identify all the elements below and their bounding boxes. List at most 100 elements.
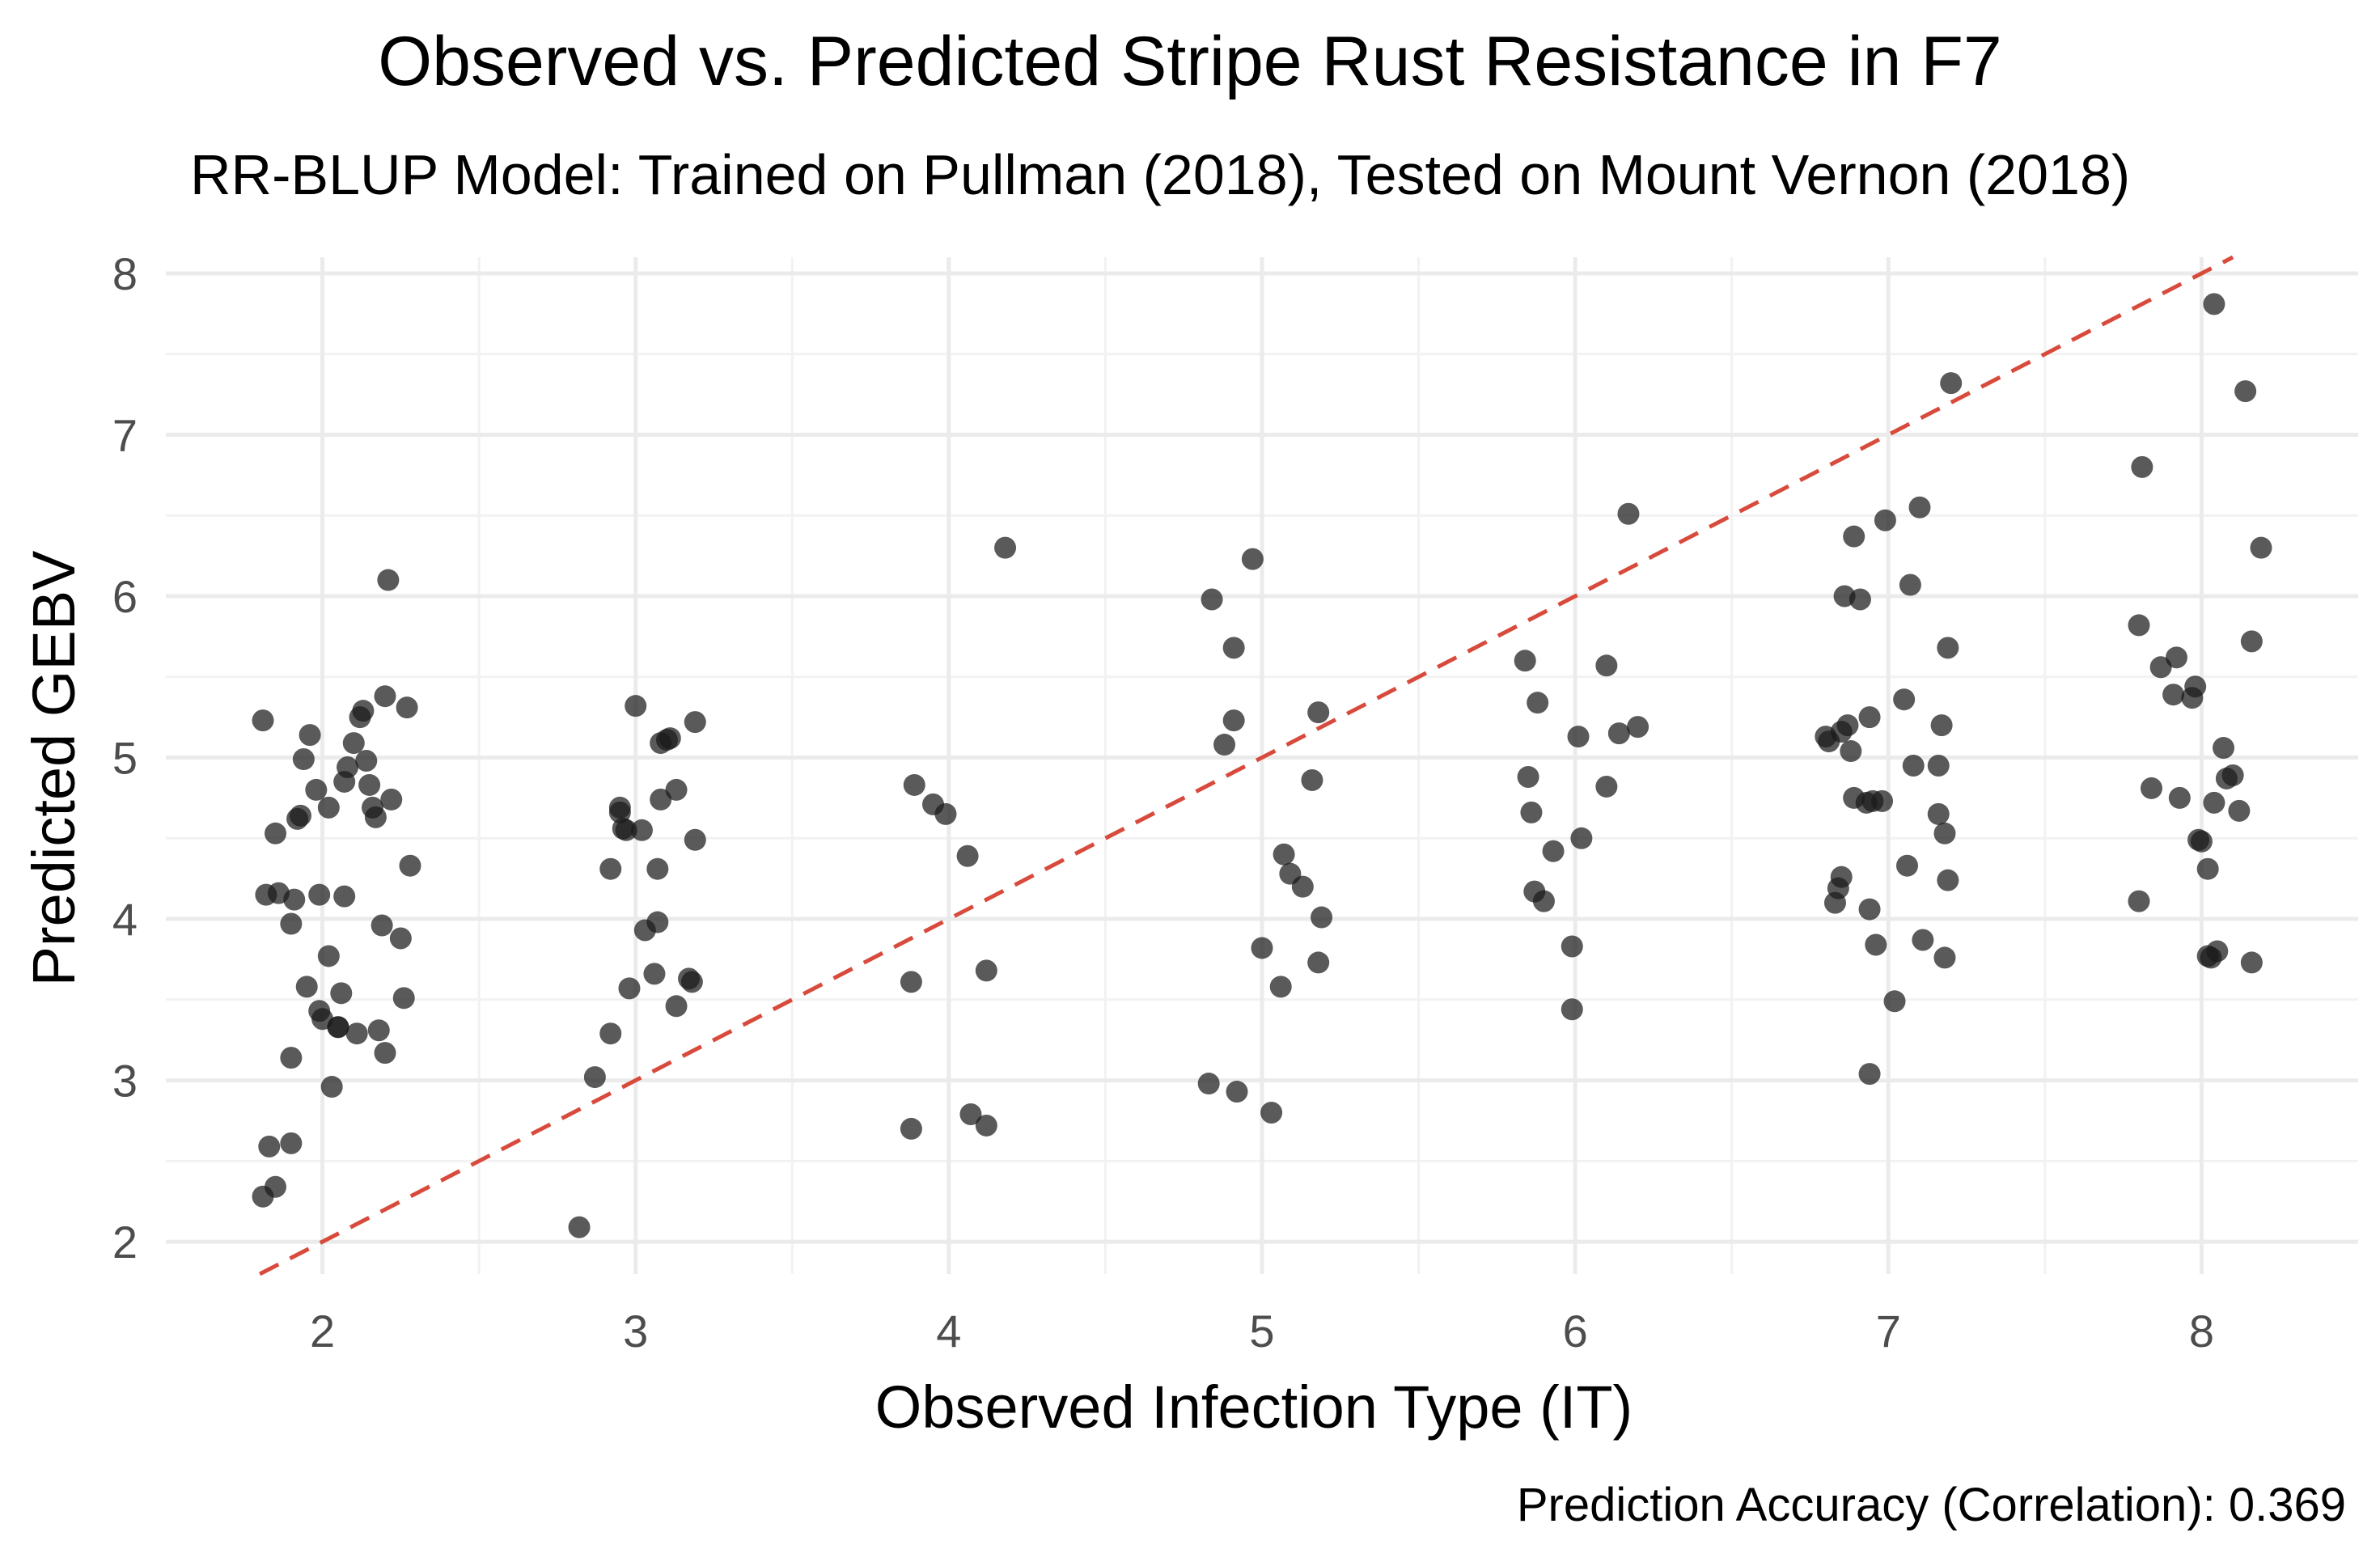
data-point — [337, 756, 359, 778]
data-point — [2128, 890, 2150, 912]
data-point — [333, 885, 356, 908]
data-point — [399, 854, 421, 877]
data-point — [299, 724, 321, 747]
data-point — [665, 995, 688, 1018]
data-point — [1933, 946, 1956, 969]
data-point — [1222, 637, 1245, 659]
data-point — [1902, 755, 1925, 777]
chart-subtitle: RR-BLUP Model: Trained on Pullman (2018)… — [190, 143, 2130, 206]
data-point — [1836, 714, 1859, 737]
data-point — [1858, 706, 1881, 729]
x-tick-label: 5 — [1249, 1306, 1274, 1357]
data-point — [1595, 654, 1618, 677]
data-point — [665, 778, 688, 801]
data-point — [1311, 906, 1333, 929]
data-point — [1617, 502, 1640, 525]
data-point — [280, 1132, 303, 1154]
data-point — [1197, 1073, 1220, 1095]
data-point — [389, 927, 412, 950]
data-point — [2203, 293, 2225, 315]
x-tick-label: 6 — [1563, 1306, 1588, 1357]
data-point — [2131, 455, 2153, 478]
data-point — [289, 804, 311, 827]
data-point — [1291, 875, 1314, 898]
data-point — [568, 1216, 591, 1238]
y-tick-label: 8 — [112, 248, 138, 299]
data-point — [1301, 768, 1323, 791]
data-point — [934, 802, 957, 825]
data-point — [1213, 734, 1236, 756]
data-point — [625, 695, 647, 717]
data-point — [258, 1135, 281, 1158]
data-point — [1937, 637, 1959, 659]
y-tick-label: 2 — [112, 1217, 138, 1268]
data-point — [1893, 688, 1916, 711]
data-point — [1307, 951, 1330, 974]
data-point — [1527, 692, 1549, 714]
data-point — [618, 977, 641, 1000]
x-tick-label: 8 — [2189, 1306, 2214, 1357]
data-point — [374, 685, 396, 708]
data-point — [317, 796, 340, 819]
data-point — [1567, 726, 1590, 748]
data-point — [646, 857, 669, 880]
data-point — [1830, 866, 1853, 888]
data-point — [1865, 933, 1887, 956]
data-point — [320, 1076, 343, 1098]
x-axis-ticks: 2 3 4 5 6 7 8 — [310, 1306, 2214, 1357]
data-point — [643, 963, 666, 985]
data-point — [371, 914, 393, 937]
data-point — [308, 883, 331, 906]
data-point — [1260, 1101, 1283, 1124]
data-point — [292, 748, 315, 771]
data-point — [1627, 716, 1649, 739]
data-point — [1561, 935, 1583, 958]
data-point — [1561, 998, 1583, 1021]
data-point — [2184, 675, 2207, 698]
x-axis-label: Observed Infection Type (IT) — [875, 1374, 1633, 1441]
data-point — [2221, 764, 2244, 786]
y-axis-label: Predicted GEBV — [20, 550, 87, 986]
data-point — [1843, 525, 1865, 548]
data-point — [358, 773, 381, 796]
data-point — [2140, 777, 2162, 799]
data-point — [659, 727, 681, 750]
data-point — [265, 1175, 286, 1198]
data-point — [2190, 830, 2213, 853]
data-point — [1269, 976, 1292, 998]
data-point — [1542, 840, 1565, 862]
data-point — [1307, 701, 1330, 724]
data-point — [2203, 791, 2225, 814]
data-point — [1896, 854, 1919, 877]
data-point — [295, 976, 318, 998]
data-point — [327, 1016, 349, 1039]
data-point — [2213, 737, 2235, 760]
data-point — [2240, 630, 2263, 653]
data-point — [650, 788, 672, 811]
data-point — [1273, 843, 1295, 866]
data-point — [900, 971, 922, 993]
x-tick-label: 4 — [936, 1306, 961, 1357]
data-point — [1241, 548, 1264, 570]
chart-title: Observed vs. Predicted Stripe Rust Resis… — [378, 23, 2002, 100]
data-point — [1849, 588, 1871, 611]
data-point — [380, 788, 403, 811]
data-point — [345, 1022, 368, 1045]
data-point — [392, 987, 415, 1010]
data-point — [975, 959, 997, 982]
data-point — [374, 1042, 396, 1065]
data-point — [1912, 929, 1934, 951]
data-point — [684, 828, 706, 851]
data-point — [678, 967, 701, 990]
data-point — [265, 822, 286, 844]
accuracy-caption: Prediction Accuracy (Correlation): 0.369 — [1517, 1479, 2346, 1531]
data-point — [2165, 646, 2187, 669]
data-point — [1908, 496, 1931, 519]
data-point — [283, 888, 306, 911]
y-tick-label: 7 — [112, 409, 138, 460]
data-point — [1607, 722, 1630, 745]
data-point — [975, 1114, 997, 1137]
data-point — [959, 1103, 982, 1125]
data-point — [2206, 940, 2229, 963]
